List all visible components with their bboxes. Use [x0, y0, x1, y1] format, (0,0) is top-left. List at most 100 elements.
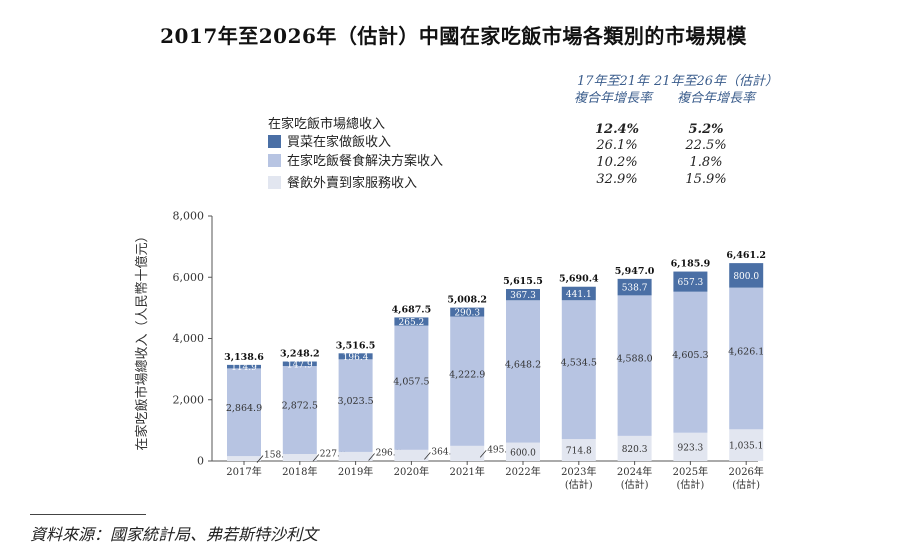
data-label-delivery: 1,035.1	[729, 442, 763, 452]
bar-segment-grocery	[673, 271, 708, 292]
bar-segment-meal-solution	[673, 291, 708, 433]
cagr-header-2: 21年至26年（估計） 複合年增長率	[646, 73, 786, 107]
bar-segment-delivery	[561, 439, 596, 461]
bar-segment-delivery	[282, 454, 317, 461]
x-tick-label: 2022年	[505, 465, 540, 478]
total-label: 5,008.2	[447, 295, 487, 306]
data-label-meal-solution: 4,057.5	[393, 376, 429, 387]
bar-segment-meal-solution	[338, 359, 373, 452]
cagr-grocery-2: 22.5%	[685, 138, 727, 153]
leader-line	[479, 450, 487, 458]
data-label-grocery: 265.2	[399, 318, 425, 328]
source-divider	[30, 514, 146, 515]
data-label-delivery: 600.0	[510, 448, 536, 458]
data-label-grocery: 538.7	[622, 284, 648, 294]
x-tick-sublabel: (估計)	[565, 478, 593, 491]
data-label-meal-solution: 4,588.0	[616, 354, 652, 365]
legend-label-grocery: 買菜在家做飯收入	[287, 135, 392, 150]
data-label-meal-solution: 4,534.5	[561, 358, 597, 369]
data-label-delivery: 820.3	[622, 445, 648, 455]
data-label-grocery: 147.9	[287, 360, 313, 370]
x-tick-sublabel: (估計)	[621, 478, 649, 491]
x-tick-label: 2019年	[338, 465, 373, 478]
y-axis-title: 在家吃飯市場總收入（人民幣十億元）	[134, 229, 150, 450]
data-label-meal-solution: 4,605.3	[672, 350, 708, 361]
cagr-delivery-1: 32.9%	[596, 172, 638, 187]
bar-segment-delivery	[729, 429, 764, 461]
bar-segment-delivery	[617, 435, 652, 461]
data-label-meal-solution: 4,648.2	[505, 359, 541, 370]
y-tick-label: 4,000	[173, 332, 205, 345]
x-tick-label: 2026年	[728, 465, 763, 478]
bar-segment-grocery	[617, 278, 652, 296]
legend-swatch-meal-solution	[268, 154, 281, 167]
data-label-grocery: 800.0	[733, 272, 759, 282]
y-tick-label: 8,000	[173, 210, 205, 223]
leader-line	[424, 452, 431, 460]
x-tick-label: 2024年	[617, 465, 652, 478]
total-label: 3,248.2	[280, 349, 320, 360]
y-tick-label: 6,000	[173, 271, 205, 284]
legend-item-grocery: 買菜在家做飯收入	[268, 134, 391, 152]
x-tick-label: 2021年	[449, 465, 484, 478]
leader-line	[368, 453, 375, 461]
cagr-grocery-1: 26.1%	[596, 138, 638, 153]
data-label-meal-solution: 2,864.9	[226, 403, 262, 414]
x-tick-sublabel: (估計)	[676, 478, 704, 491]
data-label-delivery: 364.8	[431, 447, 457, 457]
total-label: 5,690.4	[559, 274, 599, 285]
x-tick-label: 2020年	[394, 465, 429, 478]
leader-line	[256, 455, 264, 463]
data-label-meal-solution: 2,872.5	[282, 401, 318, 412]
cagr-meal-1: 10.2%	[596, 155, 638, 170]
x-tick-label: 2023年	[561, 465, 596, 478]
bar-segment-meal-solution	[394, 325, 429, 450]
x-tick-label: 2017年	[226, 465, 261, 478]
bar-segment-grocery	[506, 289, 540, 301]
bar-segment-grocery	[729, 263, 764, 288]
bar-segment-delivery	[227, 456, 261, 461]
data-label-grocery: 367.3	[510, 291, 536, 301]
bar-segment-delivery	[450, 445, 485, 461]
bar-segment-meal-solution	[282, 366, 317, 455]
data-label-delivery: 495.0	[487, 445, 513, 455]
bar-segment-grocery	[338, 353, 373, 360]
data-label-grocery: 114.9	[231, 363, 257, 373]
total-label: 3,516.5	[336, 340, 376, 351]
y-tick-label: 2,000	[173, 393, 205, 406]
bar-segment-grocery	[450, 307, 485, 317]
cagr-delivery-2: 15.9%	[685, 172, 727, 187]
bar-segment-grocery	[561, 286, 596, 301]
bar-segment-grocery	[227, 364, 261, 369]
bar-segment-delivery	[506, 442, 540, 461]
total-label: 5,615.5	[503, 276, 543, 287]
data-label-delivery: 714.8	[566, 447, 592, 457]
bar-segment-delivery	[394, 449, 429, 461]
legend-swatch-grocery	[268, 135, 281, 148]
x-tick-label: 2025年	[673, 465, 708, 478]
total-label: 6,185.9	[671, 259, 711, 270]
data-label-grocery: 196.4	[343, 353, 369, 363]
total-label: 6,461.2	[726, 250, 766, 261]
data-label-delivery: 923.3	[678, 443, 704, 453]
legend-item-meal-solution: 在家吃飯餐食解決方案收入	[268, 153, 443, 171]
bar-segment-meal-solution	[617, 295, 652, 436]
bar-segment-delivery	[673, 432, 708, 461]
y-tick-label: 0	[197, 455, 204, 468]
leader-line	[312, 454, 320, 462]
chart-title: 2017年至2026年（估計）中國在家吃飯市場各類別的市場規模	[160, 24, 747, 48]
legend-item-delivery: 餐飲外賣到家服務收入	[268, 175, 417, 193]
legend-label-delivery: 餐飲外賣到家服務收入	[287, 176, 418, 191]
total-label: 5,947.0	[615, 266, 655, 277]
cagr-total-1: 12.4%	[594, 122, 639, 137]
data-label-meal-solution: 4,222.9	[449, 370, 485, 381]
legend-total-label: 在家吃飯市場總收入	[268, 117, 386, 132]
bar-segment-delivery	[338, 451, 373, 461]
bar-segment-grocery	[394, 317, 429, 326]
total-label: 4,687.5	[392, 304, 432, 315]
data-label-delivery: 296.6	[376, 448, 402, 458]
data-label-meal-solution: 3,023.5	[337, 396, 373, 407]
legend-swatch-delivery	[268, 176, 281, 189]
cagr-total-2: 5.2%	[688, 122, 724, 137]
